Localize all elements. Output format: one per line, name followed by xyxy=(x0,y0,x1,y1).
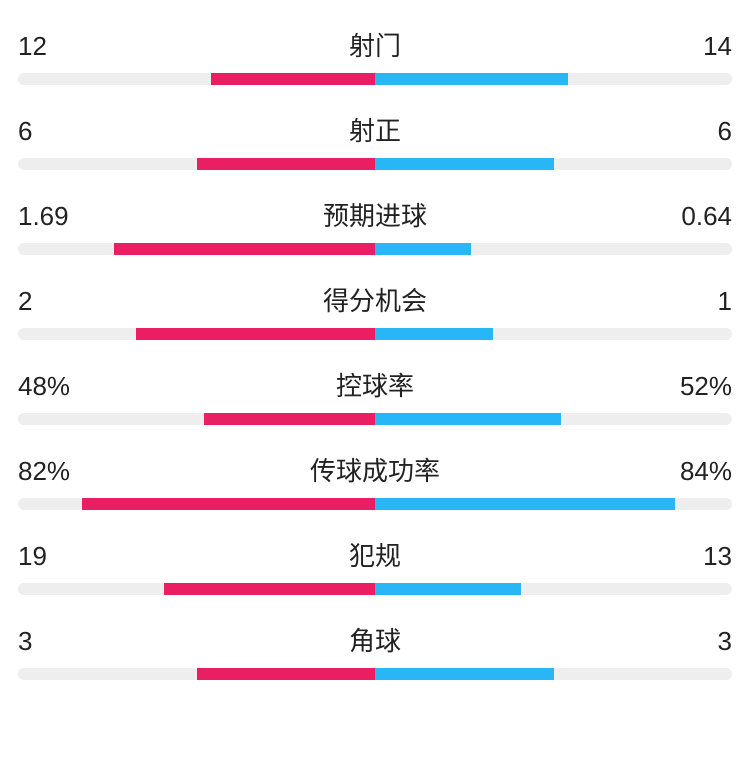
stat-value-left: 1.69 xyxy=(18,201,88,232)
stat-row: 12射门14 xyxy=(18,26,732,85)
stat-bar-left-fill xyxy=(204,413,375,425)
stat-bar-left-fill xyxy=(197,668,376,680)
stat-title: 得分机会 xyxy=(88,281,662,318)
stat-bar xyxy=(18,668,732,680)
stat-title: 传球成功率 xyxy=(88,451,662,488)
stat-bar-right-track xyxy=(375,668,732,680)
stat-title: 角球 xyxy=(88,621,662,658)
stat-bar-left-track xyxy=(18,328,375,340)
stat-labels: 12射门14 xyxy=(18,26,732,63)
stat-bar-left-fill xyxy=(211,73,375,85)
stat-bar-right-fill xyxy=(375,158,554,170)
stat-value-left: 19 xyxy=(18,541,88,572)
stat-bar-right-fill xyxy=(375,73,568,85)
stat-value-left: 12 xyxy=(18,31,88,62)
stat-labels: 6射正6 xyxy=(18,111,732,148)
stat-bar-right-fill xyxy=(375,498,675,510)
stat-value-right: 14 xyxy=(662,31,732,62)
stat-value-left: 2 xyxy=(18,286,88,317)
stat-title: 预期进球 xyxy=(88,196,662,233)
stat-bar-right-fill xyxy=(375,328,493,340)
stat-bar-left-track xyxy=(18,413,375,425)
stat-bar-right-track xyxy=(375,158,732,170)
stat-bar-right-track xyxy=(375,328,732,340)
stat-bar-right-track xyxy=(375,243,732,255)
stat-value-right: 0.64 xyxy=(662,201,732,232)
stat-row: 6射正6 xyxy=(18,111,732,170)
stat-title: 控球率 xyxy=(88,366,662,403)
stat-bar-left-track xyxy=(18,158,375,170)
stat-row: 82%传球成功率84% xyxy=(18,451,732,510)
stat-bar xyxy=(18,243,732,255)
stat-value-right: 1 xyxy=(662,286,732,317)
match-stats-panel: 12射门146射正61.69预期进球0.642得分机会148%控球率52%82%… xyxy=(0,26,750,700)
stat-labels: 1.69预期进球0.64 xyxy=(18,196,732,233)
stat-bar xyxy=(18,73,732,85)
stat-bar-left-track xyxy=(18,73,375,85)
stat-labels: 82%传球成功率84% xyxy=(18,451,732,488)
stat-bar-right-track xyxy=(375,583,732,595)
stat-value-left: 6 xyxy=(18,116,88,147)
stat-bar-left-track xyxy=(18,243,375,255)
stat-labels: 19犯规13 xyxy=(18,536,732,573)
stat-bar xyxy=(18,413,732,425)
stat-bar-right-fill xyxy=(375,668,554,680)
stat-labels: 48%控球率52% xyxy=(18,366,732,403)
stat-bar xyxy=(18,158,732,170)
stat-bar xyxy=(18,328,732,340)
stat-labels: 3角球3 xyxy=(18,621,732,658)
stat-bar-right-track xyxy=(375,413,732,425)
stat-bar-left-fill xyxy=(114,243,375,255)
stat-value-left: 82% xyxy=(18,456,88,487)
stat-bar-right-track xyxy=(375,498,732,510)
stat-title: 射正 xyxy=(88,111,662,148)
stat-row: 2得分机会1 xyxy=(18,281,732,340)
stat-value-left: 3 xyxy=(18,626,88,657)
stat-bar-right-fill xyxy=(375,243,471,255)
stat-bar-left-fill xyxy=(197,158,376,170)
stat-value-right: 13 xyxy=(662,541,732,572)
stat-title: 犯规 xyxy=(88,536,662,573)
stat-bar-right-track xyxy=(375,73,732,85)
stat-bar-left-track xyxy=(18,583,375,595)
stat-bar xyxy=(18,498,732,510)
stat-bar-left-fill xyxy=(136,328,375,340)
stat-bar-left-fill xyxy=(164,583,375,595)
stat-value-right: 6 xyxy=(662,116,732,147)
stat-value-right: 52% xyxy=(662,371,732,402)
stat-row: 19犯规13 xyxy=(18,536,732,595)
stat-value-right: 84% xyxy=(662,456,732,487)
stat-labels: 2得分机会1 xyxy=(18,281,732,318)
stat-row: 3角球3 xyxy=(18,621,732,680)
stat-bar-left-track xyxy=(18,498,375,510)
stat-value-left: 48% xyxy=(18,371,88,402)
stat-row: 1.69预期进球0.64 xyxy=(18,196,732,255)
stat-value-right: 3 xyxy=(662,626,732,657)
stat-title: 射门 xyxy=(88,26,662,63)
stat-bar-left-track xyxy=(18,668,375,680)
stat-row: 48%控球率52% xyxy=(18,366,732,425)
stat-bar-right-fill xyxy=(375,583,521,595)
stat-bar-right-fill xyxy=(375,413,561,425)
stat-bar xyxy=(18,583,732,595)
stat-bar-left-fill xyxy=(82,498,375,510)
